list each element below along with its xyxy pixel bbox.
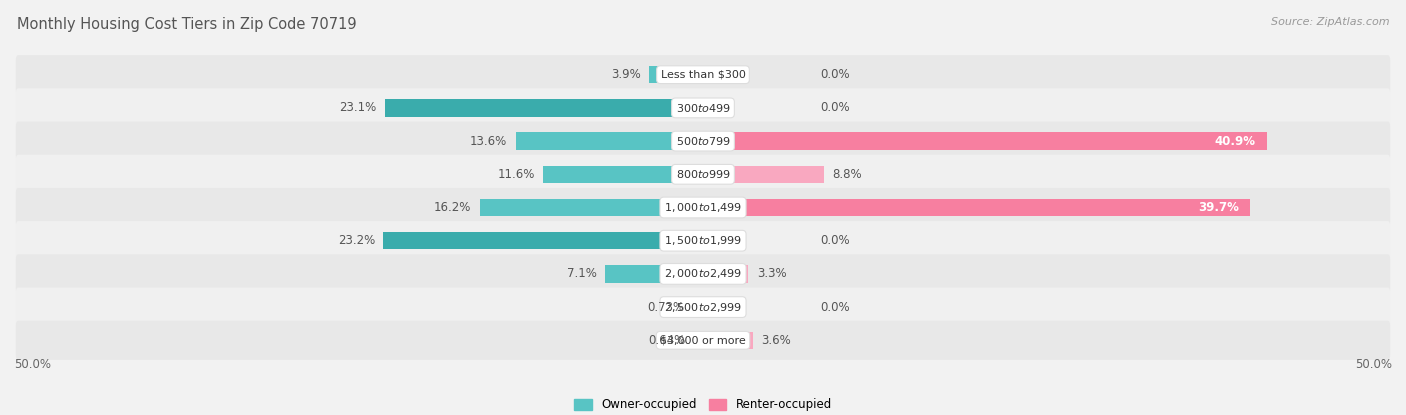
FancyBboxPatch shape [15,321,1391,360]
Text: 16.2%: 16.2% [434,201,471,214]
Bar [703,199,1250,216]
Bar [479,199,703,216]
Text: Monthly Housing Cost Tiers in Zip Code 70719: Monthly Housing Cost Tiers in Zip Code 7… [17,17,357,32]
Text: $800 to $999: $800 to $999 [675,168,731,180]
Text: $500 to $799: $500 to $799 [675,135,731,147]
FancyBboxPatch shape [15,122,1391,161]
Bar [703,265,748,283]
Text: 13.6%: 13.6% [470,134,508,148]
Text: Less than $300: Less than $300 [661,70,745,80]
Bar [693,298,703,316]
Bar [543,166,703,183]
Bar [703,132,1267,150]
Text: 3.3%: 3.3% [756,267,786,281]
Bar [703,166,824,183]
FancyBboxPatch shape [15,221,1391,260]
FancyBboxPatch shape [15,88,1391,127]
FancyBboxPatch shape [15,288,1391,327]
Text: 50.0%: 50.0% [1355,358,1392,371]
Text: 39.7%: 39.7% [1198,201,1239,214]
Text: 3.6%: 3.6% [761,334,790,347]
Text: 0.0%: 0.0% [820,234,849,247]
Bar [516,132,703,150]
Bar [695,332,703,349]
FancyBboxPatch shape [15,254,1391,293]
Text: 11.6%: 11.6% [498,168,534,181]
FancyBboxPatch shape [15,55,1391,94]
Text: $300 to $499: $300 to $499 [675,102,731,114]
Text: $2,500 to $2,999: $2,500 to $2,999 [664,300,742,314]
Bar [703,332,752,349]
Legend: Owner-occupied, Renter-occupied: Owner-occupied, Renter-occupied [569,393,837,415]
Text: 0.73%: 0.73% [648,300,685,314]
Text: $1,000 to $1,499: $1,000 to $1,499 [664,201,742,214]
Text: 23.2%: 23.2% [337,234,375,247]
FancyBboxPatch shape [15,155,1391,194]
Text: 8.8%: 8.8% [832,168,862,181]
Text: 0.0%: 0.0% [820,300,849,314]
Text: 40.9%: 40.9% [1215,134,1256,148]
Text: $3,000 or more: $3,000 or more [661,335,745,345]
Text: 0.64%: 0.64% [648,334,686,347]
Text: 0.0%: 0.0% [820,68,849,81]
Text: 3.9%: 3.9% [612,68,641,81]
Text: $2,000 to $2,499: $2,000 to $2,499 [664,267,742,281]
Text: 0.0%: 0.0% [820,101,849,115]
Bar [384,232,703,249]
Text: $1,500 to $1,999: $1,500 to $1,999 [664,234,742,247]
Text: 23.1%: 23.1% [339,101,377,115]
Text: Source: ZipAtlas.com: Source: ZipAtlas.com [1271,17,1389,27]
Bar [650,66,703,83]
Bar [385,99,703,117]
FancyBboxPatch shape [15,188,1391,227]
Text: 7.1%: 7.1% [567,267,598,281]
Text: 50.0%: 50.0% [14,358,51,371]
Bar [605,265,703,283]
